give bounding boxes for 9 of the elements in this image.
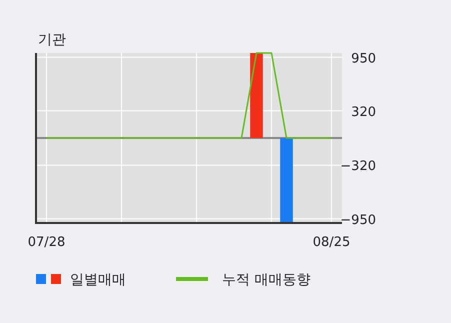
legend-label: 일별매매 <box>70 272 126 288</box>
x-tick-label: 07/28 <box>28 235 66 250</box>
y-tick-label: 320 <box>351 104 376 120</box>
y-tick-label: −320 <box>340 159 376 174</box>
x-tick-label: 08/25 <box>312 235 350 250</box>
y-tick-label: 950 <box>351 51 376 66</box>
legend-label: 누적 매매동향 <box>222 272 310 288</box>
y-tick-label: −950 <box>340 212 376 228</box>
chart-title: 기관 <box>38 32 66 48</box>
